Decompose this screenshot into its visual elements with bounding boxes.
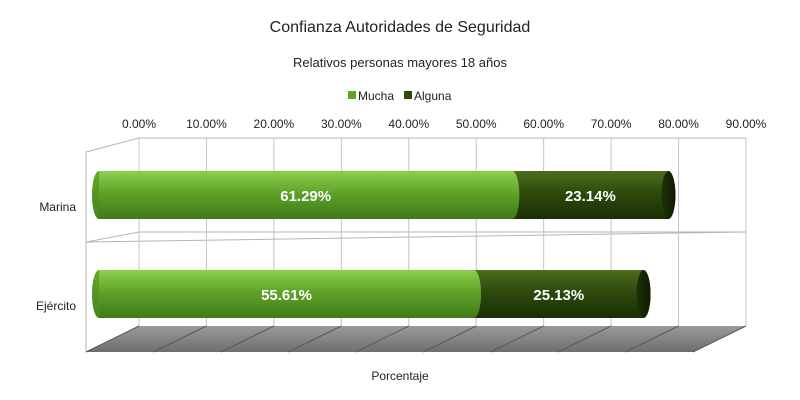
floor-gridline	[490, 325, 544, 353]
x-tick-label: 20.00%	[254, 117, 295, 131]
category-labels: Marina Ejército	[36, 200, 76, 313]
x-tick-label: 0.00%	[122, 117, 156, 131]
x-axis-title: Porcentaje	[371, 369, 429, 383]
data-label: 25.13%	[533, 287, 584, 304]
bars: 61.29% 23.14% 55.61% 25.13%	[92, 171, 676, 318]
data-label: 61.29%	[280, 188, 331, 205]
legend-label-mucha: Mucha	[358, 89, 394, 103]
x-tick-label: 70.00%	[591, 117, 632, 131]
bar-start-cap	[92, 270, 99, 318]
x-tick-label: 80.00%	[658, 117, 699, 131]
bar-end-cap	[661, 171, 676, 219]
floor-gridline	[220, 325, 275, 353]
plot-frame	[85, 137, 747, 353]
left-wall	[85, 137, 140, 353]
bar-segment	[467, 270, 651, 318]
data-label: 55.61%	[261, 287, 312, 304]
legend: Mucha Alguna	[348, 89, 452, 103]
floor-gridline	[288, 325, 342, 353]
bar-start-cap	[92, 171, 99, 219]
x-tick-label: 50.00%	[456, 117, 497, 131]
x-axis-ticks: 0.00% 10.00% 20.00% 30.00% 40.00% 50.00% 60.00…	[122, 117, 767, 131]
x-tick-label: 30.00%	[321, 117, 362, 131]
chart-title: Confianza Autoridades de Seguridad	[270, 19, 531, 36]
floor-gridline	[423, 325, 477, 353]
bar-end-cap	[636, 270, 651, 318]
legend-swatch-mucha	[348, 91, 356, 99]
category-divider	[85, 231, 747, 243]
x-tick-label: 60.00%	[523, 117, 564, 131]
x-tick-label: 10.00%	[186, 117, 227, 131]
floor-gridline	[557, 325, 612, 353]
floor-gridline	[625, 325, 679, 353]
floor-gridline	[692, 325, 747, 353]
legend-label-alguna: Alguna	[414, 89, 452, 103]
data-label: 23.14%	[565, 188, 616, 205]
bar-segment	[505, 171, 676, 219]
chart-subtitle: Relativos personas mayores 18 años	[293, 55, 507, 70]
floor-gridline	[85, 325, 140, 353]
bar-segment	[92, 171, 520, 219]
x-tick-label: 90.00%	[726, 117, 767, 131]
floor-gridline	[153, 325, 207, 353]
floor-gridline	[355, 325, 409, 353]
x-tick-label: 40.00%	[388, 117, 429, 131]
category-label: Marina	[39, 200, 76, 214]
legend-swatch-alguna	[404, 91, 412, 99]
category-label: Ejército	[36, 299, 76, 313]
gridlines	[85, 138, 747, 353]
chart-floor	[86, 326, 746, 352]
bar-segment	[92, 270, 482, 318]
